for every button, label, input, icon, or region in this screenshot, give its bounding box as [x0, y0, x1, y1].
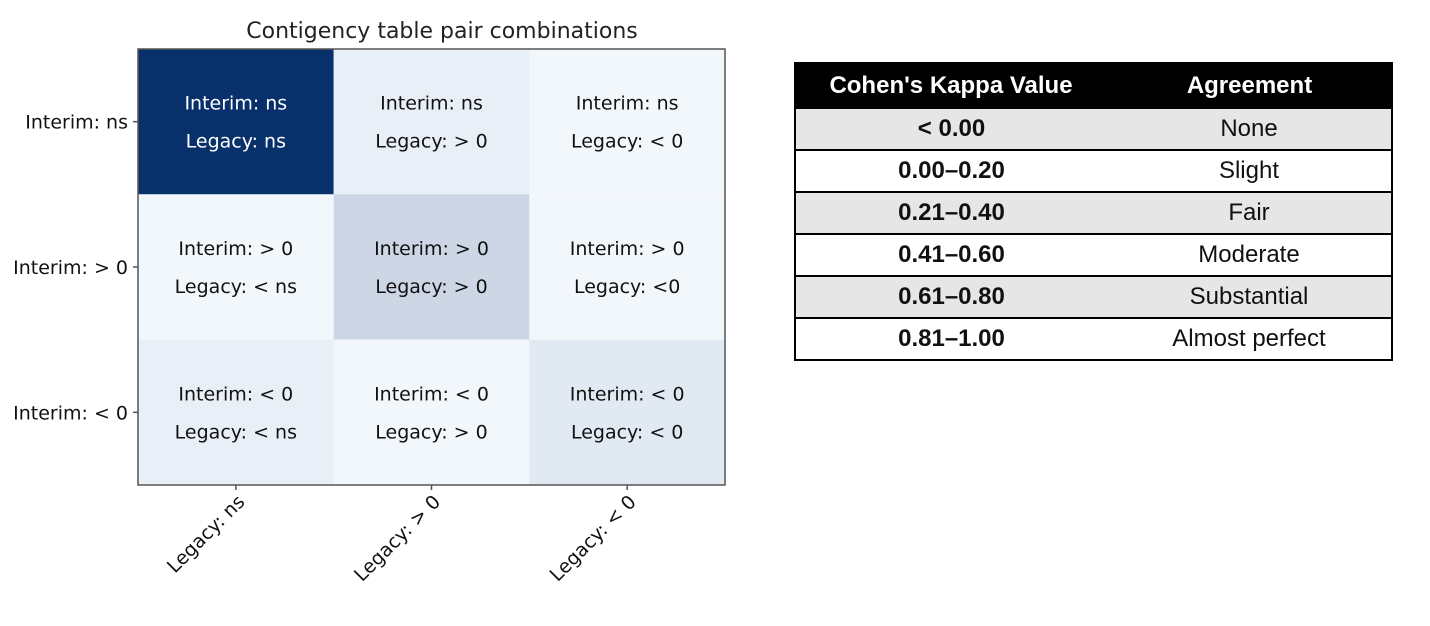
heatmap-cell — [138, 339, 334, 485]
heatmap-cell-legacy-label: Legacy: <0 — [574, 276, 680, 298]
heatmap-cell — [529, 49, 725, 195]
heatmap-cell-interim-label: Interim: > 0 — [178, 238, 293, 260]
heatmap-cell-interim-label: Interim: ns — [380, 93, 483, 115]
kappa-value-header: Cohen's Kappa Value — [794, 62, 1108, 109]
heatmap-cell — [333, 339, 530, 485]
agreement-cell: Slight — [1107, 149, 1393, 193]
y-axis-tick-label: Interim: ns — [25, 112, 128, 134]
kappa-value-cell: 0.81–1.00 — [794, 317, 1107, 361]
agreement-header: Agreement — [1106, 62, 1393, 109]
heatmap-cell — [529, 339, 725, 485]
kappa-value-cell: 0.00–0.20 — [794, 149, 1107, 193]
heatmap-cell-legacy-label: Legacy: < 0 — [571, 421, 683, 443]
heatmap-title: Contigency table pair combinations — [246, 19, 637, 44]
kappa-value-cell: 0.41–0.60 — [794, 233, 1107, 277]
y-axis-tick-label: Interim: < 0 — [13, 402, 128, 424]
kappa-value-cell: < 0.00 — [794, 107, 1107, 151]
heatmap-cell-interim-label: Interim: < 0 — [178, 383, 293, 405]
table-row: 0.81–1.00 Almost perfect — [794, 317, 1393, 361]
contingency-heatmap: Contigency table pair combinations Inter… — [13, 19, 726, 586]
heatmap-cell-legacy-label: Legacy: < ns — [175, 276, 297, 298]
heatmap-cell-legacy-label: Legacy: < ns — [175, 421, 297, 443]
table-row: 0.21–0.40 Fair — [794, 191, 1393, 235]
x-axis-tick-label: Legacy: < 0 — [546, 491, 641, 586]
x-axis-tick-label: Legacy: > 0 — [350, 491, 445, 586]
kappa-value-cell: 0.21–0.40 — [794, 191, 1107, 235]
heatmap-cell-interim-label: Interim: ns — [184, 93, 287, 115]
kappa-table-header-row: Cohen's Kappa Value Agreement — [794, 62, 1393, 109]
heatmap-cell-legacy-label: Legacy: ns — [186, 131, 286, 153]
heatmap-cell — [529, 194, 725, 340]
agreement-cell: Fair — [1107, 191, 1393, 235]
heatmap-cell — [138, 49, 334, 195]
kappa-value-cell: 0.61–0.80 — [794, 275, 1107, 319]
kappa-agreement-table: Cohen's Kappa Value Agreement < 0.00 Non… — [794, 62, 1393, 361]
agreement-cell: Almost perfect — [1107, 317, 1393, 361]
heatmap-cell — [333, 49, 530, 195]
table-row: 0.61–0.80 Substantial — [794, 275, 1393, 319]
heatmap-cell-interim-label: Interim: > 0 — [374, 238, 489, 260]
heatmap-cell-legacy-label: Legacy: < 0 — [571, 131, 683, 153]
table-row: 0.41–0.60 Moderate — [794, 233, 1393, 277]
heatmap-cell-legacy-label: Legacy: > 0 — [375, 131, 487, 153]
y-axis-tick-label: Interim: > 0 — [13, 257, 128, 279]
x-axis-tick-label: Legacy: ns — [163, 491, 250, 578]
agreement-cell: Moderate — [1107, 233, 1393, 277]
table-row: 0.00–0.20 Slight — [794, 149, 1393, 193]
table-row: < 0.00 None — [794, 107, 1393, 151]
heatmap-cell-legacy-label: Legacy: > 0 — [375, 421, 487, 443]
heatmap-cell-interim-label: Interim: < 0 — [570, 383, 685, 405]
heatmap-cell-interim-label: Interim: ns — [576, 93, 679, 115]
heatmap-cell-interim-label: Interim: < 0 — [374, 383, 489, 405]
heatmap-cell-legacy-label: Legacy: > 0 — [375, 276, 487, 298]
agreement-cell: None — [1107, 107, 1393, 151]
heatmap-cell-interim-label: Interim: > 0 — [570, 238, 685, 260]
agreement-cell: Substantial — [1107, 275, 1393, 319]
heatmap-cell — [138, 194, 334, 340]
heatmap-cell — [333, 194, 530, 340]
